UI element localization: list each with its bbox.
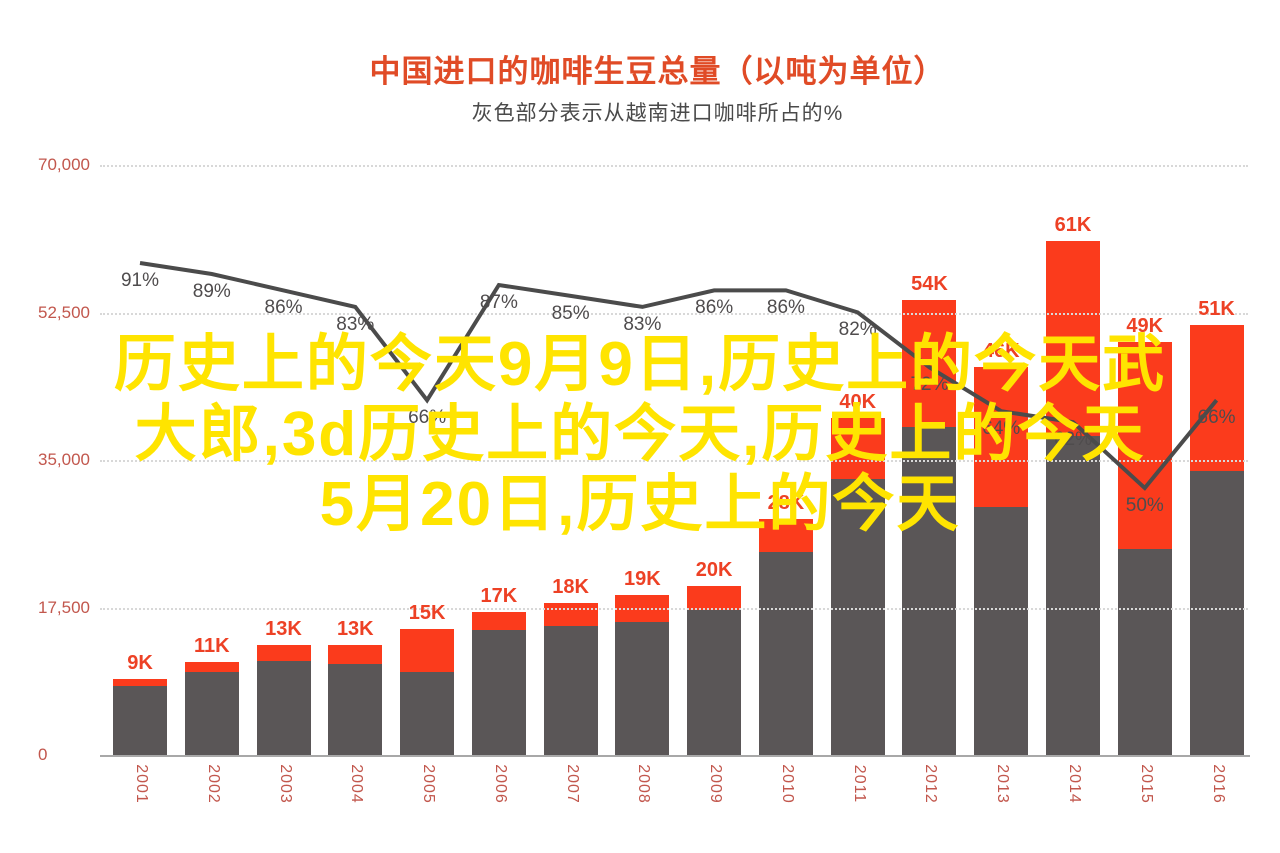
x-axis-year-label: 2003 (276, 764, 294, 804)
x-axis-year-label: 2012 (922, 764, 940, 804)
y-axis-tick-label: 17,500 (38, 597, 90, 617)
bar-segment-vietnam-imports (328, 664, 383, 755)
bar-segment-other-imports (184, 662, 239, 673)
percent-label: 86% (766, 297, 805, 319)
bar-value-label: 15K (408, 601, 446, 624)
bar-value-label: 28K (767, 492, 805, 514)
x-axis-year-label: 2007 (563, 764, 581, 804)
bar-segment-vietnam-imports (184, 672, 239, 755)
y-axis-tick-label: 0 (38, 745, 48, 764)
x-axis-year-label: 2002 (204, 764, 222, 804)
bar-value-label: 13K (265, 618, 302, 641)
y-axis-tick-label: 70,000 (38, 155, 90, 174)
percent-label: 86% (264, 297, 303, 319)
bar-segment-vietnam-imports (543, 626, 598, 755)
y-axis-tick-label: 52,500 (38, 302, 90, 322)
bar-value-label: 20K (695, 559, 733, 582)
bar-segment-vietnam-imports (1189, 471, 1244, 755)
bar-segment-other-imports (256, 645, 311, 661)
bar-segment-vietnam-imports (1117, 548, 1172, 755)
x-axis-line (100, 755, 1250, 757)
bar-value-label: 17K (480, 584, 518, 607)
watermark-overlay-line-3: 5月20日,历史上的今天 (319, 470, 961, 539)
y-axis-tick-label: 35,000 (38, 450, 90, 469)
bar-segment-other-imports (113, 679, 167, 686)
gridline (100, 165, 1248, 167)
percent-label: 85% (551, 302, 590, 324)
page-subtitle: 灰色部分表示从越南进口咖啡所占的% (471, 102, 844, 125)
percent-label: 50% (1125, 494, 1164, 516)
x-axis-year-label: 2006 (491, 764, 509, 804)
page-title: 中国进口的咖啡生豆总量（以吨为单位） (369, 54, 946, 89)
bar-segment-vietnam-imports (256, 660, 311, 755)
x-axis-year-label: 2011 (850, 764, 868, 804)
bar-segment-other-imports (758, 519, 813, 553)
percent-label: 86% (695, 297, 734, 319)
bar-value-label: 19K (624, 567, 661, 590)
bar-value-label: 18K (552, 576, 589, 599)
bar-segment-vietnam-imports (974, 506, 1029, 755)
percent-label: 87% (479, 291, 518, 313)
bar-segment-vietnam-imports (687, 610, 742, 755)
watermark-overlay-line-1: 历史上的今天9月9日,历史上的今天武 (113, 330, 1167, 399)
bar-segment-vietnam-imports (113, 685, 167, 755)
bar-segment-other-imports (400, 628, 455, 672)
x-axis-year-label: 2005 (420, 764, 438, 804)
bar-value-label: 9K (127, 652, 153, 675)
bar-segment-other-imports (687, 586, 742, 611)
bar-value-label: 13K (336, 618, 374, 641)
bar-segment-vietnam-imports (400, 671, 455, 755)
bar-value-label: 51K (1198, 298, 1235, 321)
bar-segment-vietnam-imports (758, 552, 813, 755)
percent-label: 91% (120, 270, 160, 291)
bar-value-label: 54K (911, 272, 948, 295)
bar-segment-vietnam-imports (615, 622, 670, 755)
percent-label: 89% (192, 280, 231, 302)
bar-segment-other-imports (471, 611, 526, 631)
bar-segment-other-imports (328, 645, 383, 665)
x-axis-year-label: 2008 (635, 764, 653, 804)
x-axis-year-label: 2004 (348, 764, 366, 804)
watermark-overlay-line-2: 大郎,3d历史上的今天,历史上的今天 (134, 400, 1146, 469)
bar-value-label: 11K (193, 635, 230, 658)
gridline (100, 607, 1248, 610)
x-axis-year-label: 2009 (707, 764, 725, 804)
bar-segment-vietnam-imports (471, 630, 526, 755)
bar-value-label: 61K (1054, 213, 1092, 236)
x-axis-year-label: 2014 (1066, 764, 1083, 804)
x-axis-year-label: 2013 (994, 764, 1012, 804)
bar-segment-vietnam-imports (830, 478, 885, 755)
x-axis-year-label: 2010 (778, 764, 796, 804)
x-axis-year-label: 2001 (133, 764, 150, 804)
x-axis-year-label: 2016 (1209, 764, 1227, 804)
x-axis-year-label: 2015 (1137, 764, 1155, 804)
